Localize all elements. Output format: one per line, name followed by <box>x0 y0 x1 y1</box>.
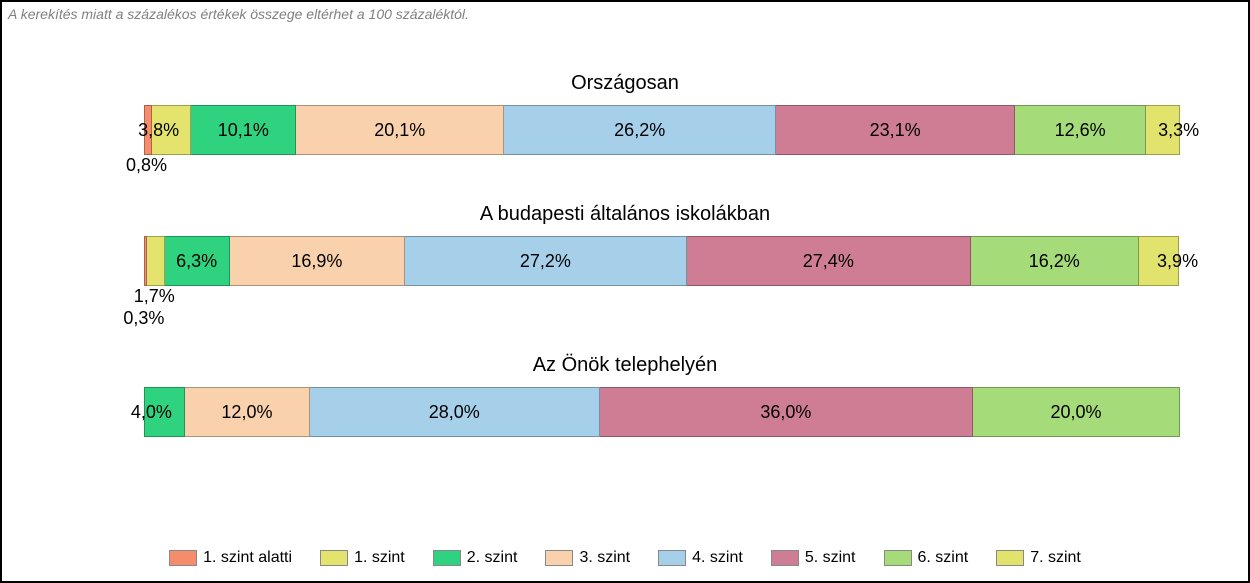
external-label: 1,7% <box>134 286 175 307</box>
legend-label: 1. szint <box>354 549 405 567</box>
legend-label: 7. szint <box>1030 549 1081 567</box>
chart-row: A budapesti általános iskolákban 6,3%16,9… <box>2 203 1248 286</box>
legend-item: 1. szint <box>320 549 405 567</box>
bar-segment: 27,4% <box>687 236 971 286</box>
bar-segment: 23,1% <box>776 105 1015 155</box>
legend-item: 5. szint <box>771 549 856 567</box>
legend-item: 4. szint <box>658 549 743 567</box>
legend-swatch <box>545 550 573 566</box>
stacked-bar: 3,8%10,1%20,1%26,2%23,1%12,6%3,3% <box>144 105 1232 155</box>
legend-swatch <box>884 550 912 566</box>
row-title: A budapesti általános iskolákban <box>2 203 1248 226</box>
legend-label: 5. szint <box>805 549 856 567</box>
legend-label: 6. szint <box>918 549 969 567</box>
bar-segment: 3,9% <box>1139 236 1179 286</box>
bar-segment: 12,0% <box>185 387 309 437</box>
bar-segment: 20,1% <box>296 105 504 155</box>
legend-label: 1. szint alatti <box>203 549 292 567</box>
bar-segment: 10,1% <box>191 105 296 155</box>
stacked-bar: 4,0%12,0%28,0%36,0%20,0% <box>144 387 1232 437</box>
bar-segment <box>147 236 165 286</box>
legend-item: 6. szint <box>884 549 969 567</box>
chart-frame: A kerekítés miatt a százalékos értékek ö… <box>0 0 1250 583</box>
chart-area: Országosan3,8%10,1%20,1%26,2%23,1%12,6%3… <box>2 72 1248 465</box>
bar-segment: 3,8% <box>152 105 191 155</box>
bar-segment: 20,0% <box>973 387 1180 437</box>
legend-swatch <box>433 550 461 566</box>
legend: 1. szint alatti 1. szint 2. szint 3. szint 4… <box>2 549 1248 567</box>
row-title: Az Önök telephelyén <box>2 354 1248 377</box>
bar-wrap: 3,8%10,1%20,1%26,2%23,1%12,6%3,3%0,8% <box>92 105 1232 155</box>
legend-swatch <box>169 550 197 566</box>
chart-row: Az Önök telephelyén 4,0%12,0%28,0%36,0%20… <box>2 354 1248 437</box>
external-label: 0,8% <box>126 155 167 176</box>
bar-segment: 6,3% <box>165 236 230 286</box>
legend-label: 4. szint <box>692 549 743 567</box>
legend-swatch <box>996 550 1024 566</box>
chart-row: Országosan 3,8%10,1%20,1%26,2%23,1%12,6%3… <box>2 72 1248 155</box>
external-label: 0,3% <box>123 308 164 329</box>
rounding-note: A kerekítés miatt a százalékos értékek ö… <box>8 6 469 22</box>
legend-swatch <box>658 550 686 566</box>
legend-item: 2. szint <box>433 549 518 567</box>
bar-segment: 16,2% <box>971 236 1139 286</box>
bar-segment: 16,9% <box>230 236 405 286</box>
legend-swatch <box>771 550 799 566</box>
row-title: Országosan <box>2 72 1248 95</box>
legend-label: 3. szint <box>579 549 630 567</box>
bar-segment: 27,2% <box>405 236 687 286</box>
bar-segment: 36,0% <box>600 387 973 437</box>
bar-segment: 3,3% <box>1146 105 1180 155</box>
bar-wrap: 6,3%16,9%27,2%27,4%16,2%3,9%0,3%1,7% <box>92 236 1232 286</box>
legend-swatch <box>320 550 348 566</box>
bar-segment: 28,0% <box>310 387 600 437</box>
bar-segment: 26,2% <box>504 105 776 155</box>
legend-item: 3. szint <box>545 549 630 567</box>
bar-segment: 12,6% <box>1015 105 1146 155</box>
stacked-bar: 6,3%16,9%27,2%27,4%16,2%3,9% <box>144 236 1232 286</box>
bar-segment: 4,0% <box>144 387 185 437</box>
legend-label: 2. szint <box>467 549 518 567</box>
bar-wrap: 4,0%12,0%28,0%36,0%20,0% <box>92 387 1232 437</box>
legend-item: 7. szint <box>996 549 1081 567</box>
legend-item: 1. szint alatti <box>169 549 292 567</box>
